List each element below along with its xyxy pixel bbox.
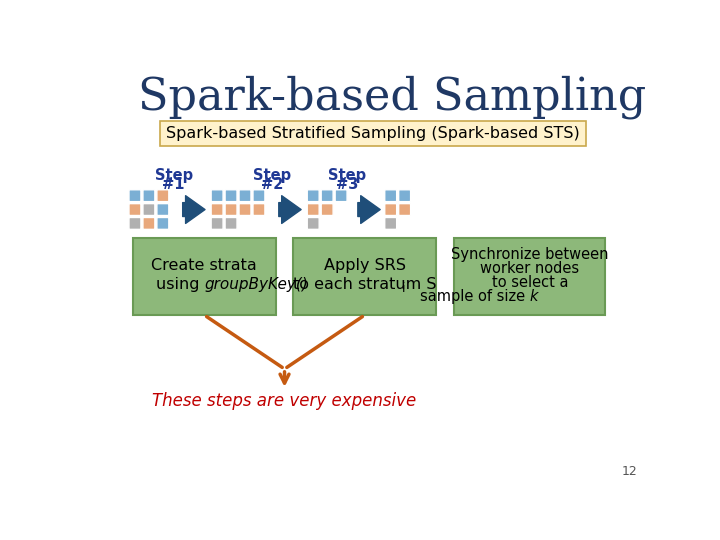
FancyBboxPatch shape: [293, 238, 436, 315]
FancyBboxPatch shape: [384, 204, 397, 215]
FancyBboxPatch shape: [454, 238, 606, 315]
Text: groupByKey(): groupByKey(): [204, 276, 308, 292]
Text: #1: #1: [163, 178, 185, 192]
FancyBboxPatch shape: [384, 218, 397, 230]
Text: sample of size: sample of size: [420, 289, 530, 304]
FancyBboxPatch shape: [160, 121, 586, 146]
FancyBboxPatch shape: [157, 204, 168, 215]
FancyBboxPatch shape: [384, 190, 397, 201]
Text: Step: Step: [155, 168, 193, 183]
FancyBboxPatch shape: [211, 204, 223, 215]
FancyBboxPatch shape: [335, 190, 347, 201]
FancyBboxPatch shape: [321, 190, 333, 201]
FancyBboxPatch shape: [307, 190, 319, 201]
Text: Step: Step: [328, 168, 366, 183]
FancyBboxPatch shape: [211, 218, 223, 230]
FancyBboxPatch shape: [225, 204, 237, 215]
Text: Apply SRS: Apply SRS: [324, 258, 406, 273]
FancyArrowPatch shape: [183, 195, 205, 224]
FancyBboxPatch shape: [307, 218, 319, 230]
FancyBboxPatch shape: [143, 218, 155, 230]
Text: i: i: [402, 281, 405, 295]
Text: to select a: to select a: [492, 275, 568, 290]
Text: #2: #2: [261, 178, 283, 192]
Text: Spark-based Stratified Sampling (Spark-based STS): Spark-based Stratified Sampling (Spark-b…: [166, 126, 580, 141]
FancyBboxPatch shape: [253, 204, 265, 215]
FancyBboxPatch shape: [253, 190, 265, 201]
Text: These steps are very expensive: These steps are very expensive: [153, 392, 417, 410]
Text: Create strata: Create strata: [151, 258, 257, 273]
Text: 12: 12: [621, 465, 637, 478]
FancyArrowPatch shape: [358, 195, 380, 224]
Text: to each stratum S: to each stratum S: [293, 276, 436, 292]
FancyBboxPatch shape: [129, 204, 141, 215]
FancyBboxPatch shape: [321, 204, 333, 215]
Text: using: using: [156, 276, 204, 292]
FancyBboxPatch shape: [157, 218, 168, 230]
FancyBboxPatch shape: [239, 204, 251, 215]
FancyBboxPatch shape: [307, 204, 319, 215]
FancyBboxPatch shape: [225, 218, 237, 230]
FancyBboxPatch shape: [239, 190, 251, 201]
FancyArrowPatch shape: [279, 195, 301, 224]
FancyBboxPatch shape: [129, 218, 141, 230]
FancyBboxPatch shape: [211, 190, 223, 201]
Text: Step: Step: [253, 168, 291, 183]
FancyBboxPatch shape: [399, 204, 410, 215]
FancyBboxPatch shape: [399, 190, 410, 201]
FancyBboxPatch shape: [225, 190, 237, 201]
Text: #3: #3: [336, 178, 359, 192]
FancyBboxPatch shape: [132, 238, 276, 315]
Text: Spark-based Sampling: Spark-based Sampling: [138, 75, 647, 119]
Text: worker nodes: worker nodes: [480, 261, 580, 276]
FancyBboxPatch shape: [157, 190, 168, 201]
Text: k: k: [530, 289, 539, 304]
FancyBboxPatch shape: [143, 190, 155, 201]
Text: Synchronize between: Synchronize between: [451, 247, 608, 262]
FancyBboxPatch shape: [129, 190, 141, 201]
FancyBboxPatch shape: [143, 204, 155, 215]
